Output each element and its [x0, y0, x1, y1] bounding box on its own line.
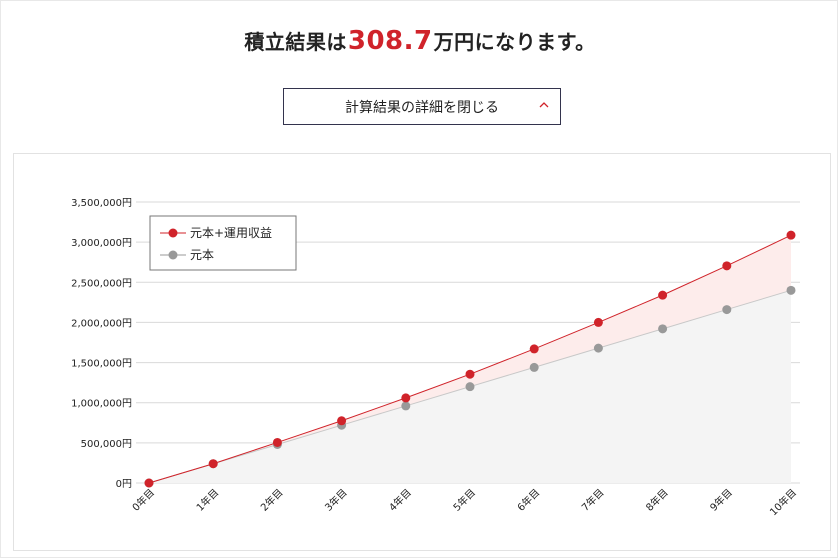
- y-tick-label: 0円: [116, 479, 132, 490]
- x-tick-label: 3年目: [322, 486, 350, 514]
- legend-marker: [168, 228, 178, 238]
- legend-marker: [168, 250, 178, 260]
- y-tick-label: 1,000,000円: [71, 399, 132, 410]
- point-total: [272, 437, 282, 447]
- point-principal: [786, 285, 796, 295]
- point-total: [144, 478, 154, 488]
- growth-chart: 0円 500,000円 1,000,000円 1,500,000円 2,000,000円…: [71, 198, 800, 518]
- x-tick-label: 0年目: [129, 486, 157, 514]
- close-details-button[interactable]: 計算結果の詳細を閉じる: [283, 88, 561, 125]
- x-tick-label: 9年目: [707, 486, 735, 514]
- point-total: [529, 344, 539, 354]
- x-tick-label: 8年目: [643, 486, 671, 514]
- x-tick-label: 10年目: [767, 486, 799, 518]
- point-principal: [722, 305, 732, 315]
- legend-label: 元本: [190, 248, 214, 262]
- point-total: [208, 459, 218, 469]
- chevron-up-icon: [539, 102, 549, 108]
- result-amount: 308.7: [347, 26, 433, 56]
- point-total: [658, 290, 668, 300]
- point-total: [337, 416, 347, 426]
- y-tick-label: 500,000円: [81, 439, 132, 450]
- area-principal: [149, 290, 791, 483]
- legend-label: 元本+運用収益: [190, 226, 272, 240]
- x-tick-label: 1年目: [193, 486, 221, 514]
- point-total: [722, 261, 732, 271]
- point-total: [593, 317, 603, 327]
- result-suffix: 万円になります。: [433, 30, 596, 54]
- x-tick-label: 2年目: [258, 486, 286, 514]
- point-principal: [401, 401, 411, 411]
- point-principal: [529, 362, 539, 372]
- point-principal: [593, 343, 603, 353]
- result-heading: 積立結果は308.7万円になります。: [0, 26, 840, 56]
- point-total: [401, 393, 411, 403]
- chart-card: 0円 500,000円 1,000,000円 1,500,000円 2,000,000円…: [13, 153, 831, 551]
- point-total: [465, 369, 475, 379]
- y-tick-label: 1,500,000円: [71, 359, 132, 370]
- x-tick-label: 4年目: [386, 486, 414, 514]
- result-prefix: 積立結果は: [244, 30, 347, 54]
- y-tick-label: 3,000,000円: [71, 238, 132, 249]
- x-tick-label: 6年目: [514, 486, 542, 514]
- close-details-label: 計算結果の詳細を閉じる: [345, 99, 499, 116]
- point-principal: [658, 324, 668, 334]
- point-principal: [465, 382, 475, 392]
- y-tick-label: 2,000,000円: [71, 318, 132, 329]
- point-total: [786, 230, 796, 240]
- y-tick-label: 3,500,000円: [71, 198, 132, 209]
- legend-box: [149, 215, 297, 271]
- x-tick-label: 7年目: [579, 486, 607, 514]
- y-tick-label: 2,500,000円: [71, 278, 132, 289]
- x-tick-label: 5年目: [450, 486, 478, 514]
